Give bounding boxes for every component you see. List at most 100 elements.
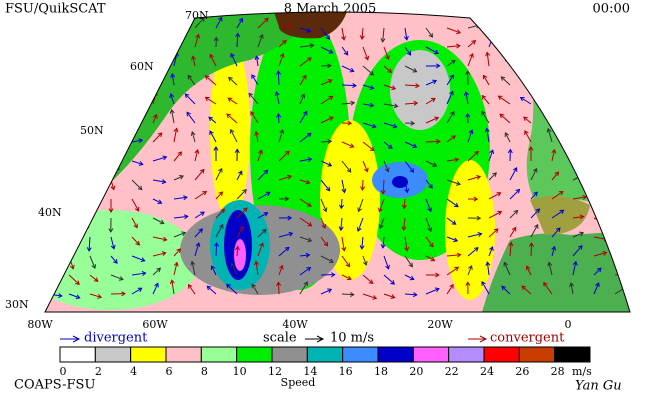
wind-arrow xyxy=(403,217,406,231)
wind-arrow xyxy=(173,262,178,276)
wind-arrow-head xyxy=(524,53,529,59)
wind-arrow xyxy=(425,217,432,232)
wind-arrow-head xyxy=(187,74,193,80)
wind-arrow-head xyxy=(220,208,226,214)
wind-arrow xyxy=(341,141,354,148)
wind-arrow-head xyxy=(95,145,101,150)
wind-arrow xyxy=(341,160,352,173)
wind-arrow xyxy=(551,33,556,48)
wind-arrow-head xyxy=(532,167,538,173)
wind-arrow xyxy=(446,284,454,295)
wind-arrow xyxy=(236,170,243,181)
wind-arrow-head xyxy=(230,262,236,268)
wind-arrow xyxy=(530,17,537,29)
wind-arrow-head xyxy=(198,228,203,233)
colorbar-cell xyxy=(236,346,273,363)
wind-arrow-head xyxy=(261,228,267,234)
wind-arrow xyxy=(572,151,581,162)
wind-arrow xyxy=(544,96,553,105)
wind-arrow xyxy=(383,84,396,90)
wind-arrow-head xyxy=(141,271,147,276)
wind-arrow-head xyxy=(431,97,436,103)
wind-arrow-head xyxy=(599,42,605,48)
wind-arrow xyxy=(173,128,178,143)
wind-arrow-head xyxy=(567,89,572,95)
wind-arrow xyxy=(446,74,454,86)
wind-arrow xyxy=(299,27,311,32)
wind-arrow-head xyxy=(276,112,282,118)
wind-arrow-head xyxy=(120,143,126,148)
wind-arrow-head xyxy=(428,32,434,38)
wind-arrow-head xyxy=(596,267,602,273)
wind-arrow xyxy=(47,27,50,39)
wind-arrow-head xyxy=(551,245,557,251)
lon-label: 60W xyxy=(142,318,168,331)
wind-arrow-head xyxy=(46,34,52,40)
wind-arrow-head xyxy=(194,149,200,154)
divergent-label: divergent xyxy=(84,331,148,346)
wind-arrow-head xyxy=(238,17,244,23)
wind-arrow-head xyxy=(90,51,95,57)
wind-arrow xyxy=(361,27,364,40)
wind-arrow-head xyxy=(86,247,92,252)
wind-arrow xyxy=(509,34,512,48)
wind-arrow-head xyxy=(533,191,538,197)
wind-arrow-head xyxy=(46,185,52,191)
wind-arrow-head xyxy=(401,226,407,232)
colorbar-tick-label: 10 xyxy=(233,365,247,378)
wind-arrow-head xyxy=(113,259,118,264)
wind-arrow xyxy=(593,27,606,31)
wind-arrow xyxy=(89,65,101,75)
wind-arrow xyxy=(257,169,268,181)
wind-arrow-head xyxy=(474,150,480,156)
wind-arrow-head xyxy=(204,96,210,102)
wind-arrow-head xyxy=(481,110,486,116)
wind-arrow xyxy=(526,266,532,276)
wind-arrow xyxy=(383,122,397,128)
wind-arrow-head xyxy=(327,138,333,144)
wind-arrow xyxy=(614,217,623,231)
colorbar-tick-label: 16 xyxy=(339,365,353,378)
wind-arrow xyxy=(404,255,413,267)
wind-arrow xyxy=(320,79,332,86)
wind-arrow-head xyxy=(387,68,393,73)
wind-arrow xyxy=(509,242,512,257)
wind-arrow xyxy=(47,84,60,88)
wind-arrow-head xyxy=(302,74,307,80)
wind-arrow xyxy=(131,94,143,105)
wind-arrow-head xyxy=(449,283,454,289)
speed-region xyxy=(45,210,200,310)
wind-arrow xyxy=(465,91,469,105)
wind-arrow xyxy=(362,46,369,60)
wind-arrow-head xyxy=(50,166,55,172)
wind-arrow xyxy=(357,217,364,232)
wind-arrow xyxy=(86,198,91,209)
wind-arrow-head xyxy=(406,50,412,56)
wind-arrow xyxy=(110,141,125,147)
wind-arrow-head xyxy=(140,257,146,262)
colorbar-cell xyxy=(342,346,379,363)
wind-arrow xyxy=(341,255,350,267)
wind-arrow-head xyxy=(328,49,334,54)
wind-arrow-head xyxy=(624,61,630,67)
wind-arrow xyxy=(467,40,476,48)
wind-arrow xyxy=(68,274,80,285)
colorbar: 0 2 4 6 8 10 12 14 16 18 20 22 24 26 28 m/s xyxy=(59,346,592,378)
wind-arrow xyxy=(488,192,501,200)
wind-arrow xyxy=(572,21,587,29)
wind-arrow xyxy=(523,116,532,124)
wind-arrow-head xyxy=(621,160,627,166)
wind-arrow-head xyxy=(349,67,355,73)
wind-arrow-head xyxy=(137,34,143,39)
wind-arrow xyxy=(547,128,553,143)
wind-arrow-head xyxy=(177,151,183,157)
wind-arrow-head xyxy=(359,245,365,250)
wind-arrow-head xyxy=(306,132,312,138)
wind-arrow xyxy=(383,141,393,149)
wind-arrow xyxy=(320,236,328,247)
wind-arrow xyxy=(341,236,345,251)
wind-arrow-head xyxy=(327,288,333,293)
wind-arrow-head xyxy=(369,85,375,90)
wind-arrow xyxy=(509,210,518,219)
wind-arrow-head xyxy=(618,182,624,188)
